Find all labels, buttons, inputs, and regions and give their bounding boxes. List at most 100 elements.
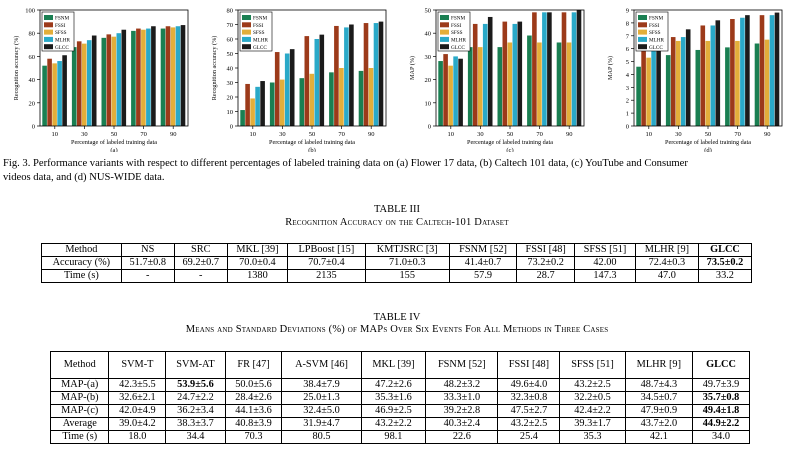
y-tick-label: 80 bbox=[227, 8, 234, 15]
x-tick-label: 90 bbox=[566, 131, 573, 138]
table4-cell: 33.3±1.0 bbox=[425, 391, 499, 405]
table3-header-cell: Method bbox=[41, 243, 122, 257]
y-tick-label: 9 bbox=[626, 8, 629, 15]
table4-cell: 38.4±7.9 bbox=[281, 378, 362, 392]
table3-subtitle: Recognition Accuracy on the Caltech-101 … bbox=[285, 217, 509, 228]
table4-cell: 47.5±2.7 bbox=[497, 404, 561, 418]
bar-glcc bbox=[349, 24, 354, 126]
table4-cell: 44.1±3.6 bbox=[224, 404, 283, 418]
bar-glcc bbox=[458, 58, 463, 126]
table4-header-cell: MKL [39] bbox=[360, 351, 427, 379]
chart-b: 0 10 20 30 40 50 60 70 80 10 30 50 70 90 FSNM FSSI SFSS M… bbox=[200, 4, 396, 152]
y-tick-label: 0 bbox=[32, 124, 35, 131]
y-tick-label: 5 bbox=[626, 59, 629, 66]
table4-cell: 31.9±4.7 bbox=[281, 417, 362, 431]
table3-header-cell: MLHR [9] bbox=[634, 243, 699, 257]
plot-frame bbox=[39, 9, 189, 127]
table4-cell: 40.3±2.4 bbox=[425, 417, 499, 431]
y-tick-label: 20 bbox=[425, 77, 432, 84]
bar-glcc bbox=[685, 29, 691, 126]
y-tick-label: 8 bbox=[626, 20, 629, 27]
table3-cell: 69.2±0.7 bbox=[173, 256, 228, 270]
bar-mlhr bbox=[710, 25, 716, 126]
legend-label-sfss: SFSS bbox=[451, 30, 463, 36]
figure-caption: Fig. 3. Performance variants with respec… bbox=[3, 157, 793, 185]
table3-cell: 147.3 bbox=[574, 269, 636, 283]
x-tick-label: 30 bbox=[81, 131, 88, 138]
x-tick-label: 50 bbox=[507, 131, 514, 138]
legend-swatch-mlhr bbox=[638, 36, 647, 42]
bar-mlhr bbox=[373, 23, 379, 126]
table4-cell: 25.4 bbox=[497, 430, 561, 444]
table4-cell: 98.1 bbox=[360, 430, 427, 444]
table4-cell: 49.4±1.8 bbox=[692, 404, 750, 418]
table4-cell: 32.4±5.0 bbox=[281, 404, 362, 418]
x-axis-label: Percentage of labeled training data bbox=[71, 139, 157, 146]
legend-swatch-glcc bbox=[242, 44, 251, 50]
bar-fssi bbox=[136, 28, 141, 127]
table3-cell: 47.0 bbox=[634, 269, 699, 283]
x-tick-label: 50 bbox=[111, 131, 118, 138]
x-axis-label: Percentage of labeled training data bbox=[269, 139, 355, 146]
table4-row: MAP-(b) 32.6±2.1 24.7±2.2 28.4±2.6 25.0±1.3 3… bbox=[49, 391, 750, 405]
table4-cell: 32.3±0.8 bbox=[497, 391, 561, 405]
bar-sfss bbox=[448, 65, 453, 126]
x-tick-label: 10 bbox=[52, 131, 59, 138]
plot-frame bbox=[633, 9, 783, 127]
bar-mlhr bbox=[651, 48, 656, 126]
bar-glcc bbox=[378, 21, 384, 127]
bar-fsnm bbox=[131, 30, 136, 127]
x-axis-label: Percentage of labeled training data bbox=[467, 139, 553, 146]
plot-frame bbox=[435, 9, 585, 127]
plot-frame bbox=[237, 9, 387, 127]
bar-fssi bbox=[443, 54, 448, 126]
bar-sfss bbox=[566, 42, 572, 127]
bar-fsnm bbox=[299, 78, 305, 126]
bar-glcc bbox=[319, 34, 325, 126]
y-tick-label: 0 bbox=[626, 124, 629, 131]
table4-cell: 43.2±2.5 bbox=[559, 378, 626, 392]
table4-cell: 49.7±3.9 bbox=[692, 378, 750, 392]
caption-line-2: videos data, and (d) NUS-WIDE data. bbox=[3, 172, 165, 183]
bar-fssi bbox=[76, 41, 82, 126]
table3-cell: Time (s) bbox=[41, 269, 122, 283]
bar-fsnm bbox=[101, 37, 107, 127]
bar-fssi bbox=[334, 25, 339, 127]
legend-swatch-fssi bbox=[638, 22, 647, 28]
bar-fssi bbox=[472, 23, 478, 127]
bar-fssi bbox=[304, 36, 310, 126]
bar-fssi bbox=[363, 23, 369, 126]
table3-cell: 155 bbox=[364, 269, 450, 283]
bar-sfss bbox=[111, 36, 117, 126]
y-axis-label: MAP (%) bbox=[607, 56, 614, 80]
table4-cell: MAP-(a) bbox=[49, 378, 110, 392]
y-tick-label: 4 bbox=[626, 72, 630, 79]
y-tick-label: 20 bbox=[29, 100, 36, 107]
table3-header-row: Method NS SRC MKL [39] LPBoost [15] KMTJSRC [… bbox=[41, 243, 753, 257]
legend-label-sfss: SFSS bbox=[253, 30, 265, 36]
table3-cell: 73.2±0.2 bbox=[516, 256, 576, 270]
legend-swatch-fsnm bbox=[638, 15, 647, 20]
table4-cell: Average bbox=[49, 417, 110, 431]
table4-cell: 32.6±2.1 bbox=[108, 391, 167, 405]
legend-label-fssi: FSSI bbox=[253, 23, 264, 29]
legend-swatch-mlhr bbox=[440, 36, 449, 42]
bar-fssi bbox=[641, 44, 646, 126]
legend-label-mlhr: MLHR bbox=[649, 38, 665, 44]
table4-cell: 43.2±2.2 bbox=[360, 417, 427, 431]
legend-label-mlhr: MLHR bbox=[451, 38, 467, 44]
bar-sfss bbox=[309, 73, 315, 126]
x-tick-label: 70 bbox=[734, 131, 741, 138]
table3-cell: - bbox=[173, 269, 228, 283]
table4-header-cell: SVM-T bbox=[108, 351, 167, 379]
table4-cell: 28.4±2.6 bbox=[224, 391, 283, 405]
table4-header-cell: A-SVM [46] bbox=[281, 351, 362, 379]
bar-fsnm bbox=[329, 72, 334, 126]
table4-header-cell: Method bbox=[49, 351, 110, 379]
bar-fssi bbox=[165, 26, 171, 127]
bar-glcc bbox=[487, 16, 493, 126]
bar-mlhr bbox=[542, 12, 547, 126]
